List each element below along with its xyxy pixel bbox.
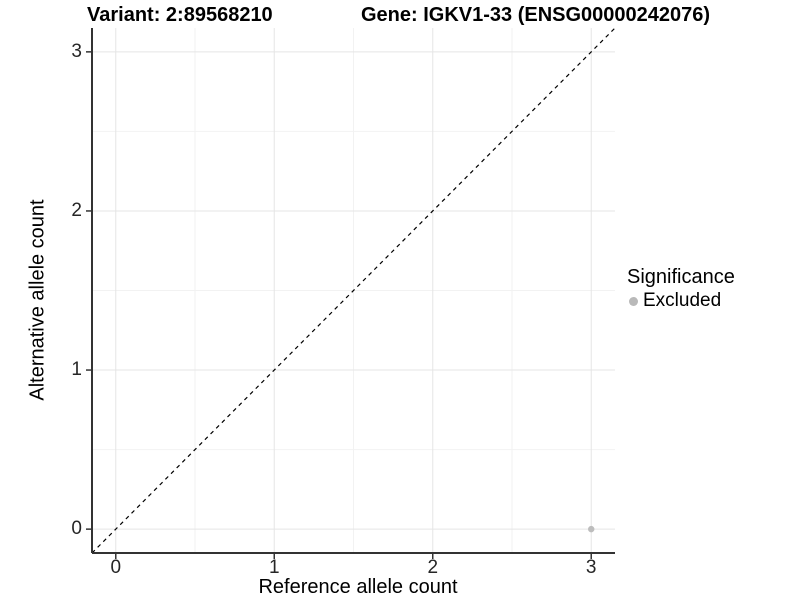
x-tick-label: 2: [427, 557, 439, 578]
plot-title-variant: Variant: 2:89568210: [87, 4, 273, 26]
legend-item-label: Excluded: [643, 290, 722, 311]
plot-panel: [86, 27, 616, 559]
y-tick-label: 0: [71, 518, 82, 540]
y-tick-label: 3: [71, 40, 82, 62]
y-tick-label: 2: [71, 199, 82, 221]
plot-canvas: [86, 27, 616, 559]
legend-point-icon: [629, 296, 638, 306]
x-tick-label: 0: [110, 557, 122, 578]
y-axis-title: Alternative allele count: [26, 199, 49, 401]
legend-item-excluded: Excluded: [627, 290, 735, 312]
data-point-excluded: [588, 525, 595, 533]
x-tick-label: 3: [585, 557, 597, 578]
x-tick-label: 1: [268, 557, 280, 578]
identity-dashed-line: [91, 27, 616, 554]
legend-title: Significance: [627, 266, 735, 288]
y-tick-label: 1: [71, 359, 82, 381]
plot-title-gene: Gene: IGKV1-33 (ENSG00000242076): [361, 4, 711, 26]
legend: Significance Excluded: [627, 266, 735, 312]
x-axis-title: Reference allele count: [258, 576, 458, 598]
